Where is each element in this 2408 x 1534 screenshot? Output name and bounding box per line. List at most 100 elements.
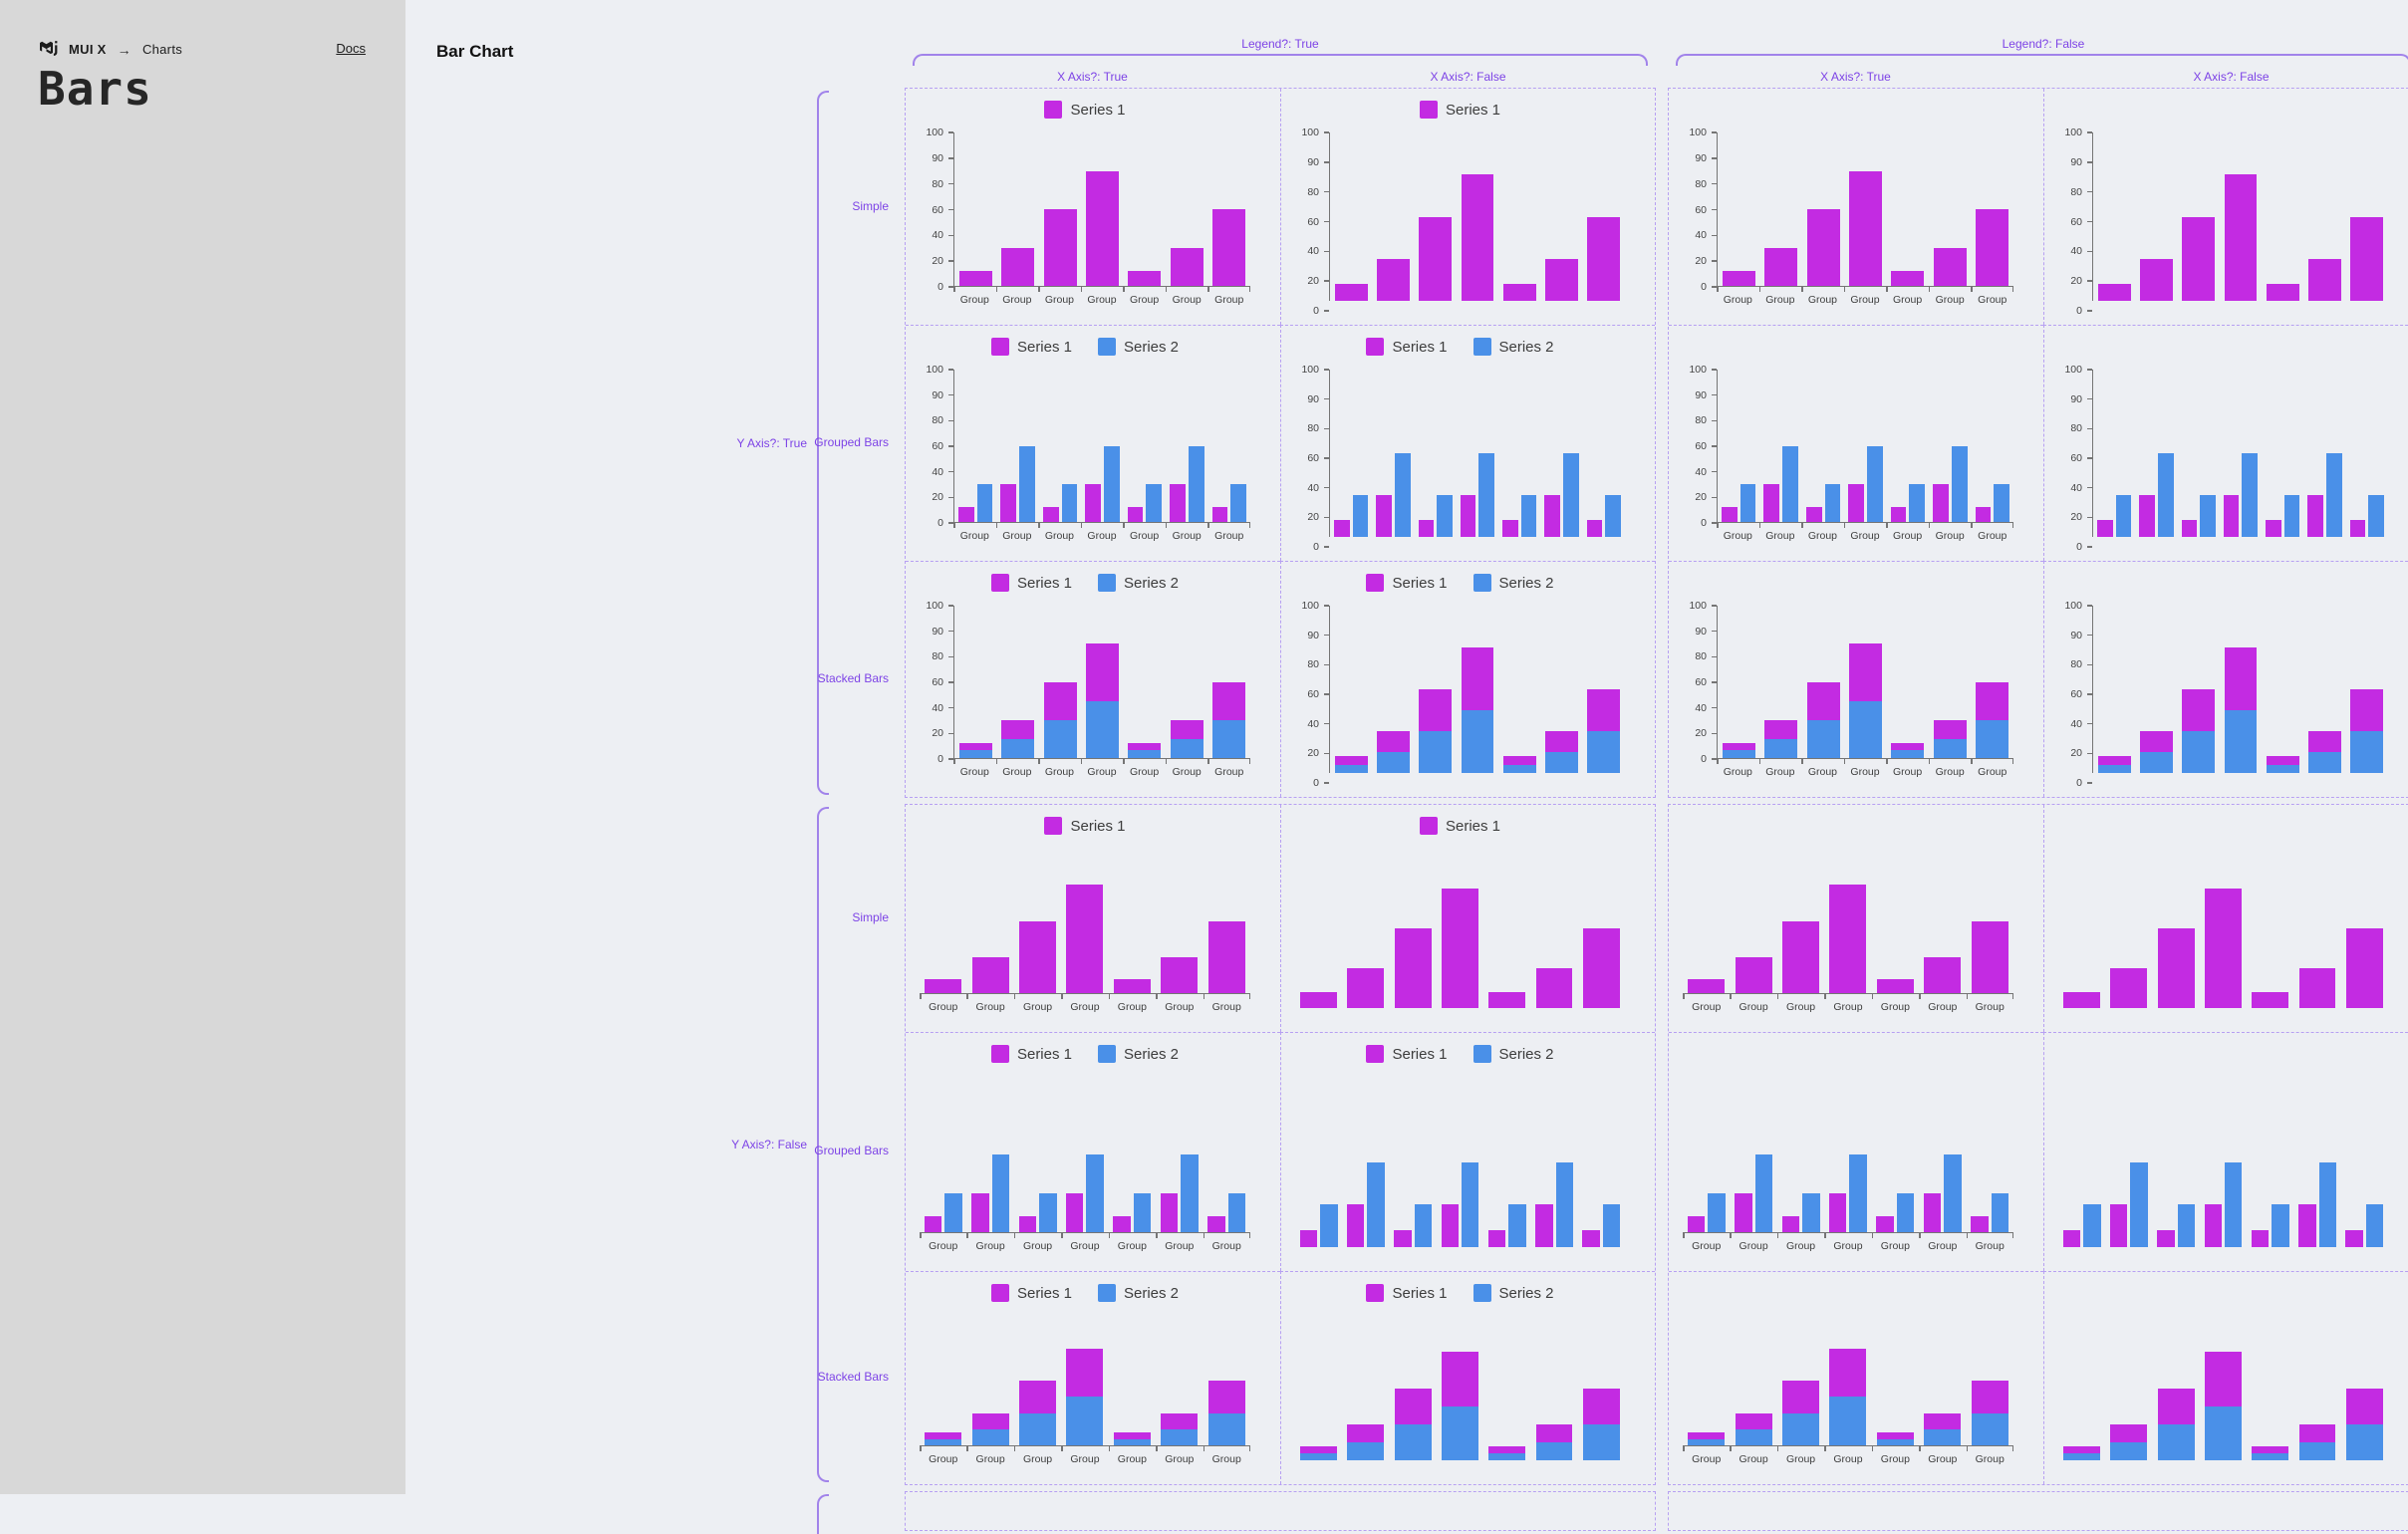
bar-series2[interactable] xyxy=(1320,1204,1338,1247)
bar-series2[interactable] xyxy=(1146,483,1163,522)
bar-stack[interactable] xyxy=(2345,1316,2383,1460)
bar-series1[interactable] xyxy=(2298,968,2336,1008)
bar-series2[interactable] xyxy=(1535,1441,1573,1460)
bar-series2[interactable] xyxy=(1019,1412,1057,1445)
bar-series2[interactable] xyxy=(1128,750,1162,758)
bar-stack[interactable] xyxy=(2182,606,2216,773)
bar-stack[interactable] xyxy=(2266,606,2299,773)
bar-series2[interactable] xyxy=(1891,750,1925,758)
bar-series1[interactable] xyxy=(1113,1432,1151,1439)
bar-series1[interactable] xyxy=(2224,647,2258,710)
bar-series1[interactable] xyxy=(1876,1432,1914,1439)
bar-series1[interactable] xyxy=(1042,506,1059,522)
bar-stack[interactable] xyxy=(2252,1316,2289,1460)
bar-stack[interactable] xyxy=(971,1316,1009,1445)
bar-stack[interactable] xyxy=(1488,1316,1526,1460)
bar-series1[interactable] xyxy=(1976,681,2009,720)
bar-series2[interactable] xyxy=(1161,1428,1199,1445)
bar-stack[interactable] xyxy=(2308,606,2342,773)
bar-series1[interactable] xyxy=(2345,1229,2363,1247)
bar-series2[interactable] xyxy=(1605,495,1621,537)
bar-series1[interactable] xyxy=(2266,756,2299,765)
bar-series2[interactable] xyxy=(2157,453,2174,537)
bar-series1[interactable] xyxy=(1876,978,1914,993)
bar-series1[interactable] xyxy=(1975,506,1992,522)
bar-stack[interactable] xyxy=(1502,606,1536,773)
bar-series1[interactable] xyxy=(1418,520,1435,537)
bar-series2[interactable] xyxy=(1866,445,1883,522)
bar-stack[interactable] xyxy=(1212,606,1246,758)
bar-stack[interactable] xyxy=(1113,1316,1151,1445)
bar-stack[interactable] xyxy=(1891,606,1925,758)
bar-series2[interactable] xyxy=(1181,1154,1199,1232)
bar-series2[interactable] xyxy=(1085,700,1120,758)
bar-series1[interactable] xyxy=(2110,1423,2148,1442)
bar-series2[interactable] xyxy=(1876,1438,1914,1445)
bar-series2[interactable] xyxy=(944,1193,962,1232)
bar-series2[interactable] xyxy=(1545,752,1579,773)
bar-series2[interactable] xyxy=(1442,1406,1478,1460)
bar-series2[interactable] xyxy=(1722,750,1755,758)
bar-series1[interactable] xyxy=(1582,1229,1600,1247)
bar-series1[interactable] xyxy=(1127,506,1144,522)
bar-series1[interactable] xyxy=(1828,1193,1847,1232)
bar-stack[interactable] xyxy=(2205,1316,2242,1460)
bar-series1[interactable] xyxy=(1211,506,1228,522)
bar-series2[interactable] xyxy=(2252,1452,2289,1460)
bar-series1[interactable] xyxy=(1806,681,1840,720)
bar-stack[interactable] xyxy=(1347,1316,1385,1460)
bar-series2[interactable] xyxy=(1735,1428,1772,1445)
bar-series2[interactable] xyxy=(2110,1441,2148,1460)
bar-series2[interactable] xyxy=(1352,495,1369,537)
bar-series1[interactable] xyxy=(1829,885,1867,993)
bar-series2[interactable] xyxy=(1806,719,1840,758)
bar-series1[interactable] xyxy=(1545,258,1579,301)
bar-stack[interactable] xyxy=(1019,1316,1057,1445)
bar-series1[interactable] xyxy=(925,1432,962,1439)
bar-series1[interactable] xyxy=(2157,1229,2175,1247)
bar-series1[interactable] xyxy=(2097,756,2131,765)
bar-series2[interactable] xyxy=(1461,1161,1479,1247)
bar-series1[interactable] xyxy=(924,1216,942,1232)
bar-series1[interactable] xyxy=(1848,170,1883,286)
bar-stack[interactable] xyxy=(1128,606,1162,758)
bar-series1[interactable] xyxy=(2204,1204,2222,1247)
bar-series1[interactable] xyxy=(1764,719,1798,739)
bar-series2[interactable] xyxy=(1994,483,2009,522)
bar-series2[interactable] xyxy=(1563,453,1579,537)
bar-series1[interactable] xyxy=(2063,1445,2101,1453)
bar-series2[interactable] xyxy=(2365,1204,2384,1247)
bar-series1[interactable] xyxy=(1687,1216,1706,1232)
bar-series1[interactable] xyxy=(1085,170,1120,286)
bar-series1[interactable] xyxy=(2062,1229,2081,1247)
bar-series1[interactable] xyxy=(1487,1229,1506,1247)
bar-series1[interactable] xyxy=(1085,643,1120,701)
bar-stack[interactable] xyxy=(1394,1316,1432,1460)
bar-stack[interactable] xyxy=(958,606,992,758)
bar-series1[interactable] xyxy=(1001,719,1035,739)
bar-series2[interactable] xyxy=(1782,445,1798,522)
bar-series1[interactable] xyxy=(2139,495,2155,537)
bar-series1[interactable] xyxy=(1394,928,1432,1008)
bar-series1[interactable] xyxy=(1587,216,1621,301)
bar-series1[interactable] xyxy=(2224,174,2258,301)
bar-series1[interactable] xyxy=(1113,1216,1131,1232)
bar-series1[interactable] xyxy=(1722,506,1738,522)
bar-series1[interactable] xyxy=(1976,209,2009,286)
bar-series2[interactable] xyxy=(1508,1204,1526,1247)
bar-series1[interactable] xyxy=(1113,978,1151,993)
bar-series1[interactable] xyxy=(1688,978,1726,993)
bar-series1[interactable] xyxy=(1688,1432,1726,1439)
bar-series1[interactable] xyxy=(1334,520,1350,537)
bar-series2[interactable] xyxy=(1587,731,1621,773)
bar-series1[interactable] xyxy=(1764,247,1798,286)
bar-stack[interactable] xyxy=(1876,1316,1914,1445)
bar-series2[interactable] xyxy=(925,1438,962,1445)
bar-series2[interactable] xyxy=(1688,1438,1726,1445)
bar-series1[interactable] xyxy=(1347,968,1385,1008)
brand-label[interactable]: MUI X xyxy=(69,42,107,57)
breadcrumb-charts[interactable]: Charts xyxy=(141,42,183,57)
bar-series2[interactable] xyxy=(1848,700,1883,758)
bar-series2[interactable] xyxy=(1824,483,1841,522)
bar-series1[interactable] xyxy=(2097,284,2131,301)
